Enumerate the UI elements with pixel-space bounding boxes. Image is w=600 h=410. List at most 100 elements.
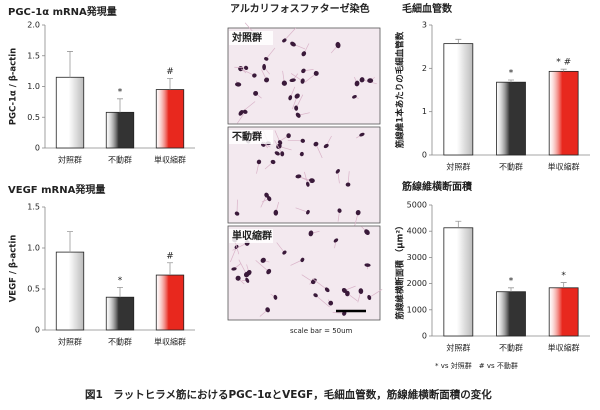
bar (548, 70, 579, 156)
stain-image (227, 225, 381, 321)
capillary-dot (364, 263, 371, 267)
capillary-dot (364, 229, 370, 236)
y-tick-label: 1.0 (27, 82, 40, 91)
x-tick-label: 不動群 (499, 343, 523, 353)
capillary-dot (335, 169, 340, 174)
capillary-dot (308, 178, 315, 184)
bar (155, 274, 185, 331)
bar (155, 89, 185, 149)
bar (105, 111, 135, 149)
y-tick-label: 0 (35, 326, 40, 335)
capillary-dot (306, 209, 310, 215)
capillary-dot (300, 138, 305, 143)
significance-marker: * (118, 87, 123, 97)
capillary-dot (313, 141, 319, 147)
panel-label: 不動群 (232, 130, 262, 143)
capillary-strand (369, 289, 383, 298)
capillary-strand (347, 171, 350, 185)
bar (496, 291, 526, 337)
capillary-dot (308, 230, 314, 237)
capillary-dot (289, 78, 296, 83)
y-tick-label: 0 (422, 151, 427, 160)
bar (55, 76, 85, 149)
chart-title: 筋線維横断面積 (401, 180, 473, 193)
capillary-dot (294, 93, 300, 99)
error-bar (455, 220, 462, 228)
capillary-dot (367, 294, 372, 301)
capillary-dot (301, 68, 306, 74)
y-tick-label: 4000 (407, 227, 427, 236)
capillary-dot (252, 73, 257, 78)
capillary-dot (313, 70, 319, 76)
capillary-dot (243, 65, 249, 71)
x-tick-label: 対照群 (446, 162, 470, 172)
y-tick-label: 1 (422, 107, 427, 116)
caption: 図1 ラットヒラメ筋におけるPGC-1αとVEGF，毛細血管数，筋線維横断面積の… (85, 388, 492, 401)
y-axis-label: VEGF / β-actin (9, 235, 19, 303)
panel-label: 対照群 (231, 31, 262, 44)
capillary-dot (337, 208, 342, 213)
x-tick-label: 単収縮群 (154, 155, 186, 165)
panel-label-bg (229, 31, 273, 45)
chart-title: PGC-1α mRNA発現量 (8, 5, 117, 18)
capillary-dot (253, 90, 259, 96)
capillary-dot (235, 82, 242, 87)
y-tick-label: 3000 (407, 253, 427, 262)
capillary-dot (310, 280, 316, 285)
capillary-strand (295, 207, 309, 213)
chart-title: 毛細血管数 (402, 2, 453, 15)
capillary-dot (335, 41, 341, 49)
capillary-dot (281, 80, 287, 86)
bar (55, 251, 85, 331)
significance-marker: * (561, 271, 566, 281)
bar (548, 287, 579, 337)
y-tick-label: 2.0 (27, 21, 40, 30)
capillary-dot (234, 211, 240, 216)
capillary-dot (238, 110, 244, 116)
y-tick-label: 3 (422, 21, 427, 30)
error-bar (67, 231, 73, 253)
capillary-dot (288, 95, 293, 101)
significance-marker: * # (556, 58, 571, 68)
capillary-strand (290, 73, 303, 82)
y-tick-label: 2000 (407, 279, 427, 288)
y-tick-label: 1.0 (27, 244, 40, 253)
capillary-strand (315, 143, 323, 159)
capillary-dot (359, 77, 365, 83)
y-tick-label: 2 (422, 64, 427, 73)
capillary-dot (352, 94, 357, 99)
bar (443, 43, 474, 156)
capillary-strand (290, 259, 303, 266)
capillary-strand (230, 246, 237, 263)
error-bar (167, 78, 173, 90)
capillary-dot (359, 132, 365, 137)
capillary-dot (301, 51, 307, 57)
capillary-dot (264, 57, 269, 61)
x-tick-label: 不動群 (499, 162, 523, 172)
capillary-dot (280, 151, 285, 157)
y-tick-label: 1.5 (27, 203, 40, 212)
capillary-dot (273, 209, 279, 216)
y-axis-label: PGC-1α / β-actin (9, 48, 19, 125)
capillary-dot (273, 294, 278, 300)
error-bar (455, 38, 462, 44)
capillary-dot (267, 196, 272, 202)
capillary-dot (274, 151, 280, 156)
capillary-dot (313, 293, 318, 298)
capillary-dot (333, 238, 339, 243)
capillary-dot (231, 267, 237, 271)
capillary-strand (315, 294, 330, 308)
x-tick-label: 不動群 (108, 337, 132, 347)
capillary-dot (242, 109, 248, 114)
x-tick-label: 不動群 (108, 155, 132, 165)
y-tick-label: 0 (422, 332, 427, 341)
capillary-dot (286, 133, 291, 139)
capillary-dot (295, 174, 302, 179)
capillary-dot (282, 38, 287, 43)
capillary-dot (243, 271, 250, 278)
capillary-strand (238, 259, 247, 275)
error-bar (117, 286, 123, 298)
capillary-strand (312, 278, 328, 291)
capillary-dot (245, 277, 250, 283)
stain-title: アルカリフォスファターゼ染色 (230, 2, 370, 15)
